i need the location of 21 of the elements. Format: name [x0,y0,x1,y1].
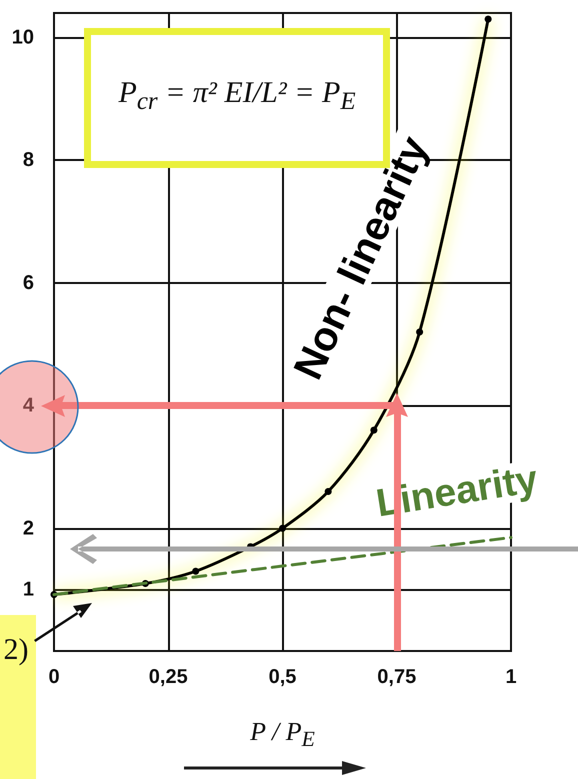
x-tick-label: 0,5 [268,666,296,688]
point [279,524,286,532]
x-axis-title: P / P$_{E}$ [249,717,316,752]
y-tick-label: 4 [22,394,35,417]
point [370,426,378,434]
point [416,328,424,336]
annotation: P$_{cr}$ = π² EI/L² = P$_{E}$ [118,76,356,116]
y-tick-label: 2 [22,517,34,540]
x-tick-label: 0,75 [377,666,416,688]
y-tick-label: 6 [22,272,34,294]
point [324,488,332,495]
x-tick-label: 0 [48,666,60,688]
point [484,16,492,23]
x-tick-label: 0,25 [148,666,188,688]
x-tick-label: 1 [505,666,517,688]
point [192,568,200,575]
y-tick-label: 10 [12,26,34,49]
y-tick-label: 8 [22,149,34,172]
y-tick-label: 1 [22,578,34,601]
text: Linearity [373,458,541,526]
text: 2) [4,633,28,667]
